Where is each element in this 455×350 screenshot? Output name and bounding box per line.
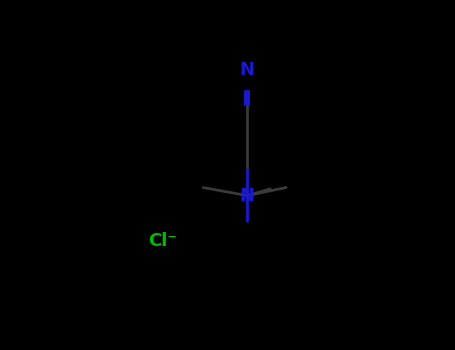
Text: N: N — [240, 187, 255, 205]
Text: N: N — [240, 61, 255, 79]
Text: Cl⁻: Cl⁻ — [148, 232, 177, 251]
